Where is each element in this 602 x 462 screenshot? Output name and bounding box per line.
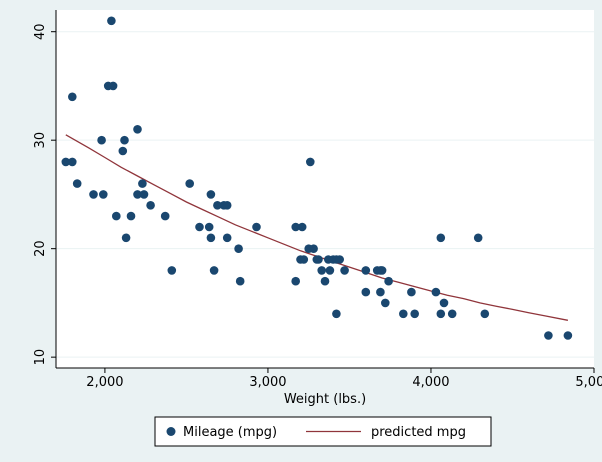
data-point — [195, 222, 204, 232]
data-point — [384, 276, 393, 286]
data-point — [407, 287, 416, 297]
data-point — [361, 266, 371, 275]
data-point — [377, 266, 387, 275]
data-point — [167, 266, 177, 275]
data-point — [206, 190, 216, 199]
data-point — [410, 309, 420, 319]
data-point — [431, 287, 441, 297]
data-point — [291, 222, 301, 232]
data-point — [204, 222, 214, 232]
y-tick-label: 40 — [33, 23, 48, 40]
x-tick-label: 3,000 — [249, 375, 286, 390]
data-point — [213, 201, 222, 210]
y-tick-label: 20 — [33, 240, 48, 257]
legend: Mileage (mpg) predicted mpg — [154, 416, 492, 447]
data-point — [68, 157, 77, 167]
data-point — [222, 201, 232, 210]
data-point — [544, 331, 553, 340]
data-point — [68, 92, 77, 102]
data-point — [447, 309, 457, 319]
data-point — [376, 287, 385, 297]
x-tick-label: 2,000 — [86, 375, 123, 390]
data-point — [332, 309, 341, 319]
data-point — [340, 266, 349, 275]
data-point — [563, 331, 573, 340]
data-point — [299, 255, 309, 264]
data-point — [120, 135, 129, 145]
data-point — [306, 157, 315, 167]
data-point — [206, 233, 216, 243]
data-point — [209, 266, 219, 275]
data-point — [99, 190, 108, 199]
data-point — [108, 81, 118, 91]
x-tick-label: 4,000 — [412, 375, 449, 390]
data-point — [317, 266, 327, 275]
data-point — [439, 298, 449, 308]
legend-marker-mileage — [166, 427, 176, 436]
data-point — [399, 309, 408, 319]
data-point — [72, 179, 82, 188]
data-point — [133, 125, 142, 134]
mileage-scatter-series — [61, 16, 573, 340]
data-point — [252, 222, 261, 232]
data-point — [139, 190, 149, 199]
plot-background — [56, 10, 594, 368]
data-point — [235, 276, 245, 286]
data-point — [107, 16, 116, 26]
data-point — [112, 211, 121, 221]
x-tick-label: 5,000 — [575, 375, 602, 390]
data-point — [436, 233, 446, 243]
data-point — [473, 233, 483, 243]
data-point — [89, 190, 98, 199]
data-point — [97, 135, 106, 145]
data-point — [314, 255, 323, 264]
data-point — [291, 276, 301, 286]
data-point — [234, 244, 243, 253]
data-point — [325, 266, 335, 275]
y-axis-ticks: 10 20 30 40 — [33, 23, 56, 365]
data-point — [297, 222, 307, 232]
x-axis-title: Weight (lbs.) — [284, 392, 366, 407]
data-point — [133, 190, 142, 199]
y-tick-label: 30 — [33, 132, 48, 149]
axes — [55, 10, 594, 369]
data-point — [381, 298, 390, 308]
gridlines — [56, 31, 594, 358]
data-point — [160, 211, 170, 221]
data-point — [146, 201, 155, 210]
legend-label-predicted: predicted mpg — [371, 425, 466, 440]
data-point — [480, 309, 490, 319]
data-point — [138, 179, 147, 188]
data-point — [436, 309, 446, 319]
data-point — [335, 255, 345, 264]
data-point — [126, 211, 136, 221]
data-point — [121, 233, 131, 243]
data-point — [320, 276, 330, 286]
data-point — [118, 146, 128, 156]
data-point — [222, 233, 232, 243]
data-point — [309, 244, 318, 253]
data-point — [61, 157, 71, 167]
data-point — [361, 287, 371, 297]
x-axis-ticks: 2,000 3,000 4,000 5,000 — [86, 368, 602, 390]
data-point — [185, 179, 194, 188]
legend-label-mileage: Mileage (mpg) — [183, 425, 277, 440]
y-tick-label: 10 — [33, 349, 48, 366]
